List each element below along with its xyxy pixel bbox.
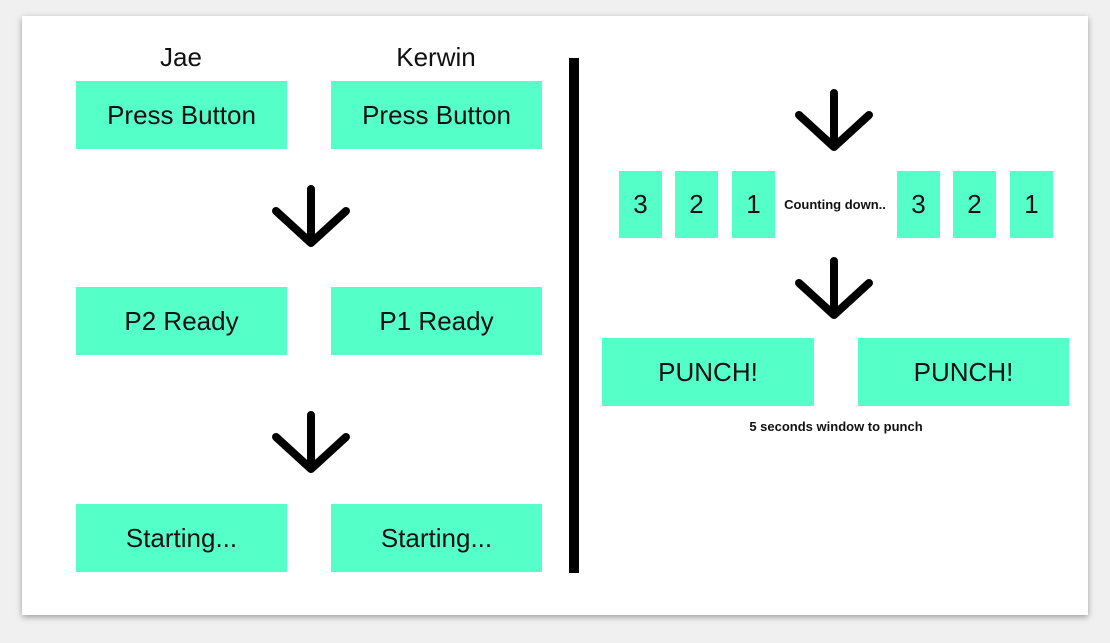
arrow-down-icon (795, 89, 873, 151)
countdown-label: Counting down.. (784, 197, 886, 212)
countdown-right-2: 2 (953, 171, 996, 238)
arrow-down-icon (272, 411, 350, 473)
countdown-left-1: 1 (732, 171, 775, 238)
punch-box-p1: PUNCH! (602, 338, 814, 406)
countdown-left-3: 3 (619, 171, 662, 238)
arrow-down-icon (272, 185, 350, 247)
countdown-right-1: 1 (1010, 171, 1053, 238)
punch-window-note: 5 seconds window to punch (749, 419, 923, 434)
p1-ready-box: P1 Ready (331, 287, 542, 355)
diagram-canvas: Jae Kerwin Press Button Press Button P2 … (22, 16, 1088, 615)
starting-box-p2: Starting... (331, 504, 542, 572)
starting-box-p1: Starting... (76, 504, 287, 572)
player-name-jae: Jae (160, 42, 202, 72)
arrow-down-icon (795, 257, 873, 319)
punch-box-p2: PUNCH! (858, 338, 1069, 406)
press-button-box-p1: Press Button (76, 81, 287, 149)
vertical-divider (569, 58, 579, 573)
press-button-box-p2: Press Button (331, 81, 542, 149)
countdown-left-2: 2 (675, 171, 718, 238)
p2-ready-box: P2 Ready (76, 287, 287, 355)
countdown-right-3: 3 (897, 171, 940, 238)
player-name-kerwin: Kerwin (396, 42, 476, 72)
